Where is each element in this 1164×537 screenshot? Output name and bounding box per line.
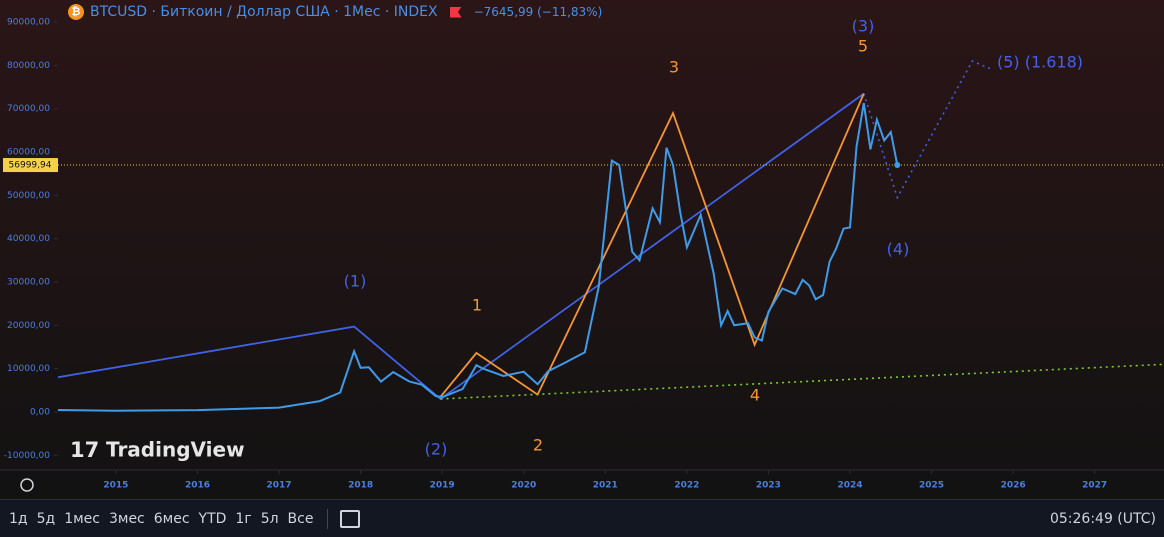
clock: 05:26:49 (UTC)	[1049, 510, 1156, 527]
wave-label: 4	[750, 386, 760, 405]
range-button[interactable]: 5д	[36, 510, 56, 527]
range-button[interactable]: 1д	[9, 510, 28, 527]
x-tick-label: 2027	[1082, 481, 1107, 491]
wave-label: (4)	[887, 240, 910, 259]
drawing	[863, 60, 994, 200]
x-tick-label: 2023	[756, 481, 781, 491]
header: ₿ BTCUSD · Биткоин / Доллар США · 1Мес ·…	[68, 3, 602, 21]
change: −7645,99 (−11,83%)	[473, 5, 603, 19]
background	[0, 0, 1164, 499]
flag-icon[interactable]	[449, 6, 462, 18]
range-button[interactable]: 1мес	[64, 510, 100, 527]
x-tick-label: 2024	[837, 481, 862, 491]
wave-label: 2	[533, 436, 543, 455]
y-tick-label: 20000,00	[7, 321, 50, 331]
y-tick-label: 90000,00	[7, 18, 50, 28]
wave-label: 1	[472, 296, 482, 315]
wave-label: 5	[858, 37, 868, 56]
y-tick-label: 70000,00	[7, 104, 50, 114]
range-button[interactable]: 1г	[235, 510, 252, 527]
range-button[interactable]: YTD	[198, 510, 227, 527]
x-tick-label: 2026	[1001, 481, 1026, 491]
wave-label: 3	[669, 58, 679, 77]
watermark: TradingView	[106, 438, 245, 462]
x-tick-label: 2022	[674, 481, 699, 491]
y-tick-label: -10000,00	[4, 451, 50, 461]
drawing	[440, 363, 1164, 400]
x-tick-label: 2025	[919, 481, 944, 491]
separator	[327, 508, 329, 529]
y-tick-label: 0,00	[30, 407, 50, 417]
range-button[interactable]: 3мес	[108, 510, 145, 527]
x-tick-label: 2018	[348, 481, 373, 491]
y-tick-label: 40000,00	[7, 234, 50, 244]
symbol[interactable]: BTCUSD · Биткоин / Доллар США · 1Мес · I…	[90, 4, 438, 20]
y-tick-label: 80000,00	[7, 61, 50, 71]
drawing	[57, 92, 865, 401]
ranges: 1д 5д 1мес 3мес 6мес YTD 1г 5л Все	[0, 511, 313, 527]
toolbar: 1д 5д 1мес 3мес 6мес YTD 1г 5л Все 05:26:49 (UTC…	[0, 499, 1164, 537]
price-line	[57, 102, 899, 412]
x-tick-label: 2020	[511, 481, 536, 491]
plot: -10000,00 0,00 10000,00 20000,00 30000,00 400…	[3, 17, 1164, 491]
y-tick-label: 60000,00	[7, 148, 50, 158]
calendar-button[interactable]	[340, 509, 361, 528]
last-price-box	[3, 158, 58, 173]
range-button[interactable]: 5л	[260, 510, 279, 527]
x-tick-label: 2021	[593, 481, 618, 491]
coin-icon: ₿	[68, 4, 84, 20]
settings-icon[interactable]	[20, 478, 34, 492]
wave-label: (2)	[425, 440, 448, 459]
range-button[interactable]: 6мес	[153, 510, 190, 527]
y-tick-label: 50000,00	[7, 191, 50, 201]
watermark-logo: 17	[70, 438, 99, 462]
x-tick-label: 2017	[267, 481, 292, 491]
wave-label: (3)	[852, 17, 875, 36]
range-button[interactable]: Все	[287, 510, 314, 527]
chart: -10000,00 0,00 10000,00 20000,00 30000,00 400…	[0, 0, 1164, 499]
wave-label: (1)	[344, 272, 367, 291]
last-price-label: 56999,94	[9, 161, 52, 171]
x-tick-label: 2016	[185, 481, 210, 491]
x-tick-label: 2019	[430, 481, 455, 491]
wave-label: (5) (1.618)	[997, 53, 1083, 72]
last-point	[894, 162, 901, 169]
y-tick-label: 10000,00	[7, 364, 50, 374]
y-tick-label: 30000,00	[7, 278, 50, 288]
x-tick-label: 2015	[103, 481, 128, 491]
